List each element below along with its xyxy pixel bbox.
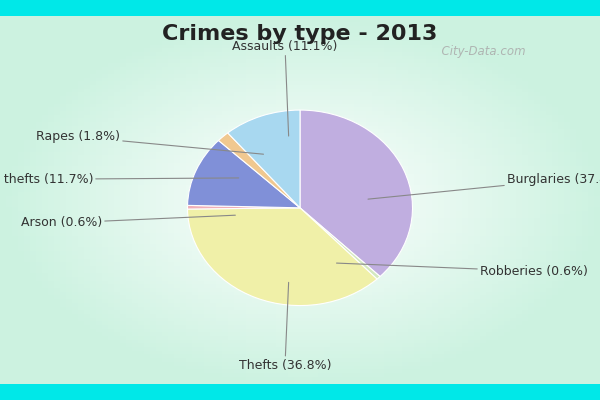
Wedge shape bbox=[228, 110, 300, 208]
Wedge shape bbox=[300, 208, 380, 279]
Text: Robberies (0.6%): Robberies (0.6%) bbox=[337, 263, 588, 278]
Text: City-Data.com: City-Data.com bbox=[434, 46, 526, 58]
Text: Auto thefts (11.7%): Auto thefts (11.7%) bbox=[0, 173, 239, 186]
Text: Arson (0.6%): Arson (0.6%) bbox=[21, 215, 235, 230]
Wedge shape bbox=[188, 205, 300, 209]
Text: Thefts (36.8%): Thefts (36.8%) bbox=[239, 282, 331, 372]
Wedge shape bbox=[188, 140, 300, 208]
Wedge shape bbox=[300, 110, 412, 276]
Wedge shape bbox=[218, 133, 300, 208]
Text: Assaults (11.1%): Assaults (11.1%) bbox=[232, 40, 338, 136]
Wedge shape bbox=[188, 208, 377, 306]
Text: Rapes (1.8%): Rapes (1.8%) bbox=[36, 130, 263, 154]
Text: Crimes by type - 2013: Crimes by type - 2013 bbox=[163, 24, 437, 44]
Text: Burglaries (37.4%): Burglaries (37.4%) bbox=[368, 173, 600, 199]
